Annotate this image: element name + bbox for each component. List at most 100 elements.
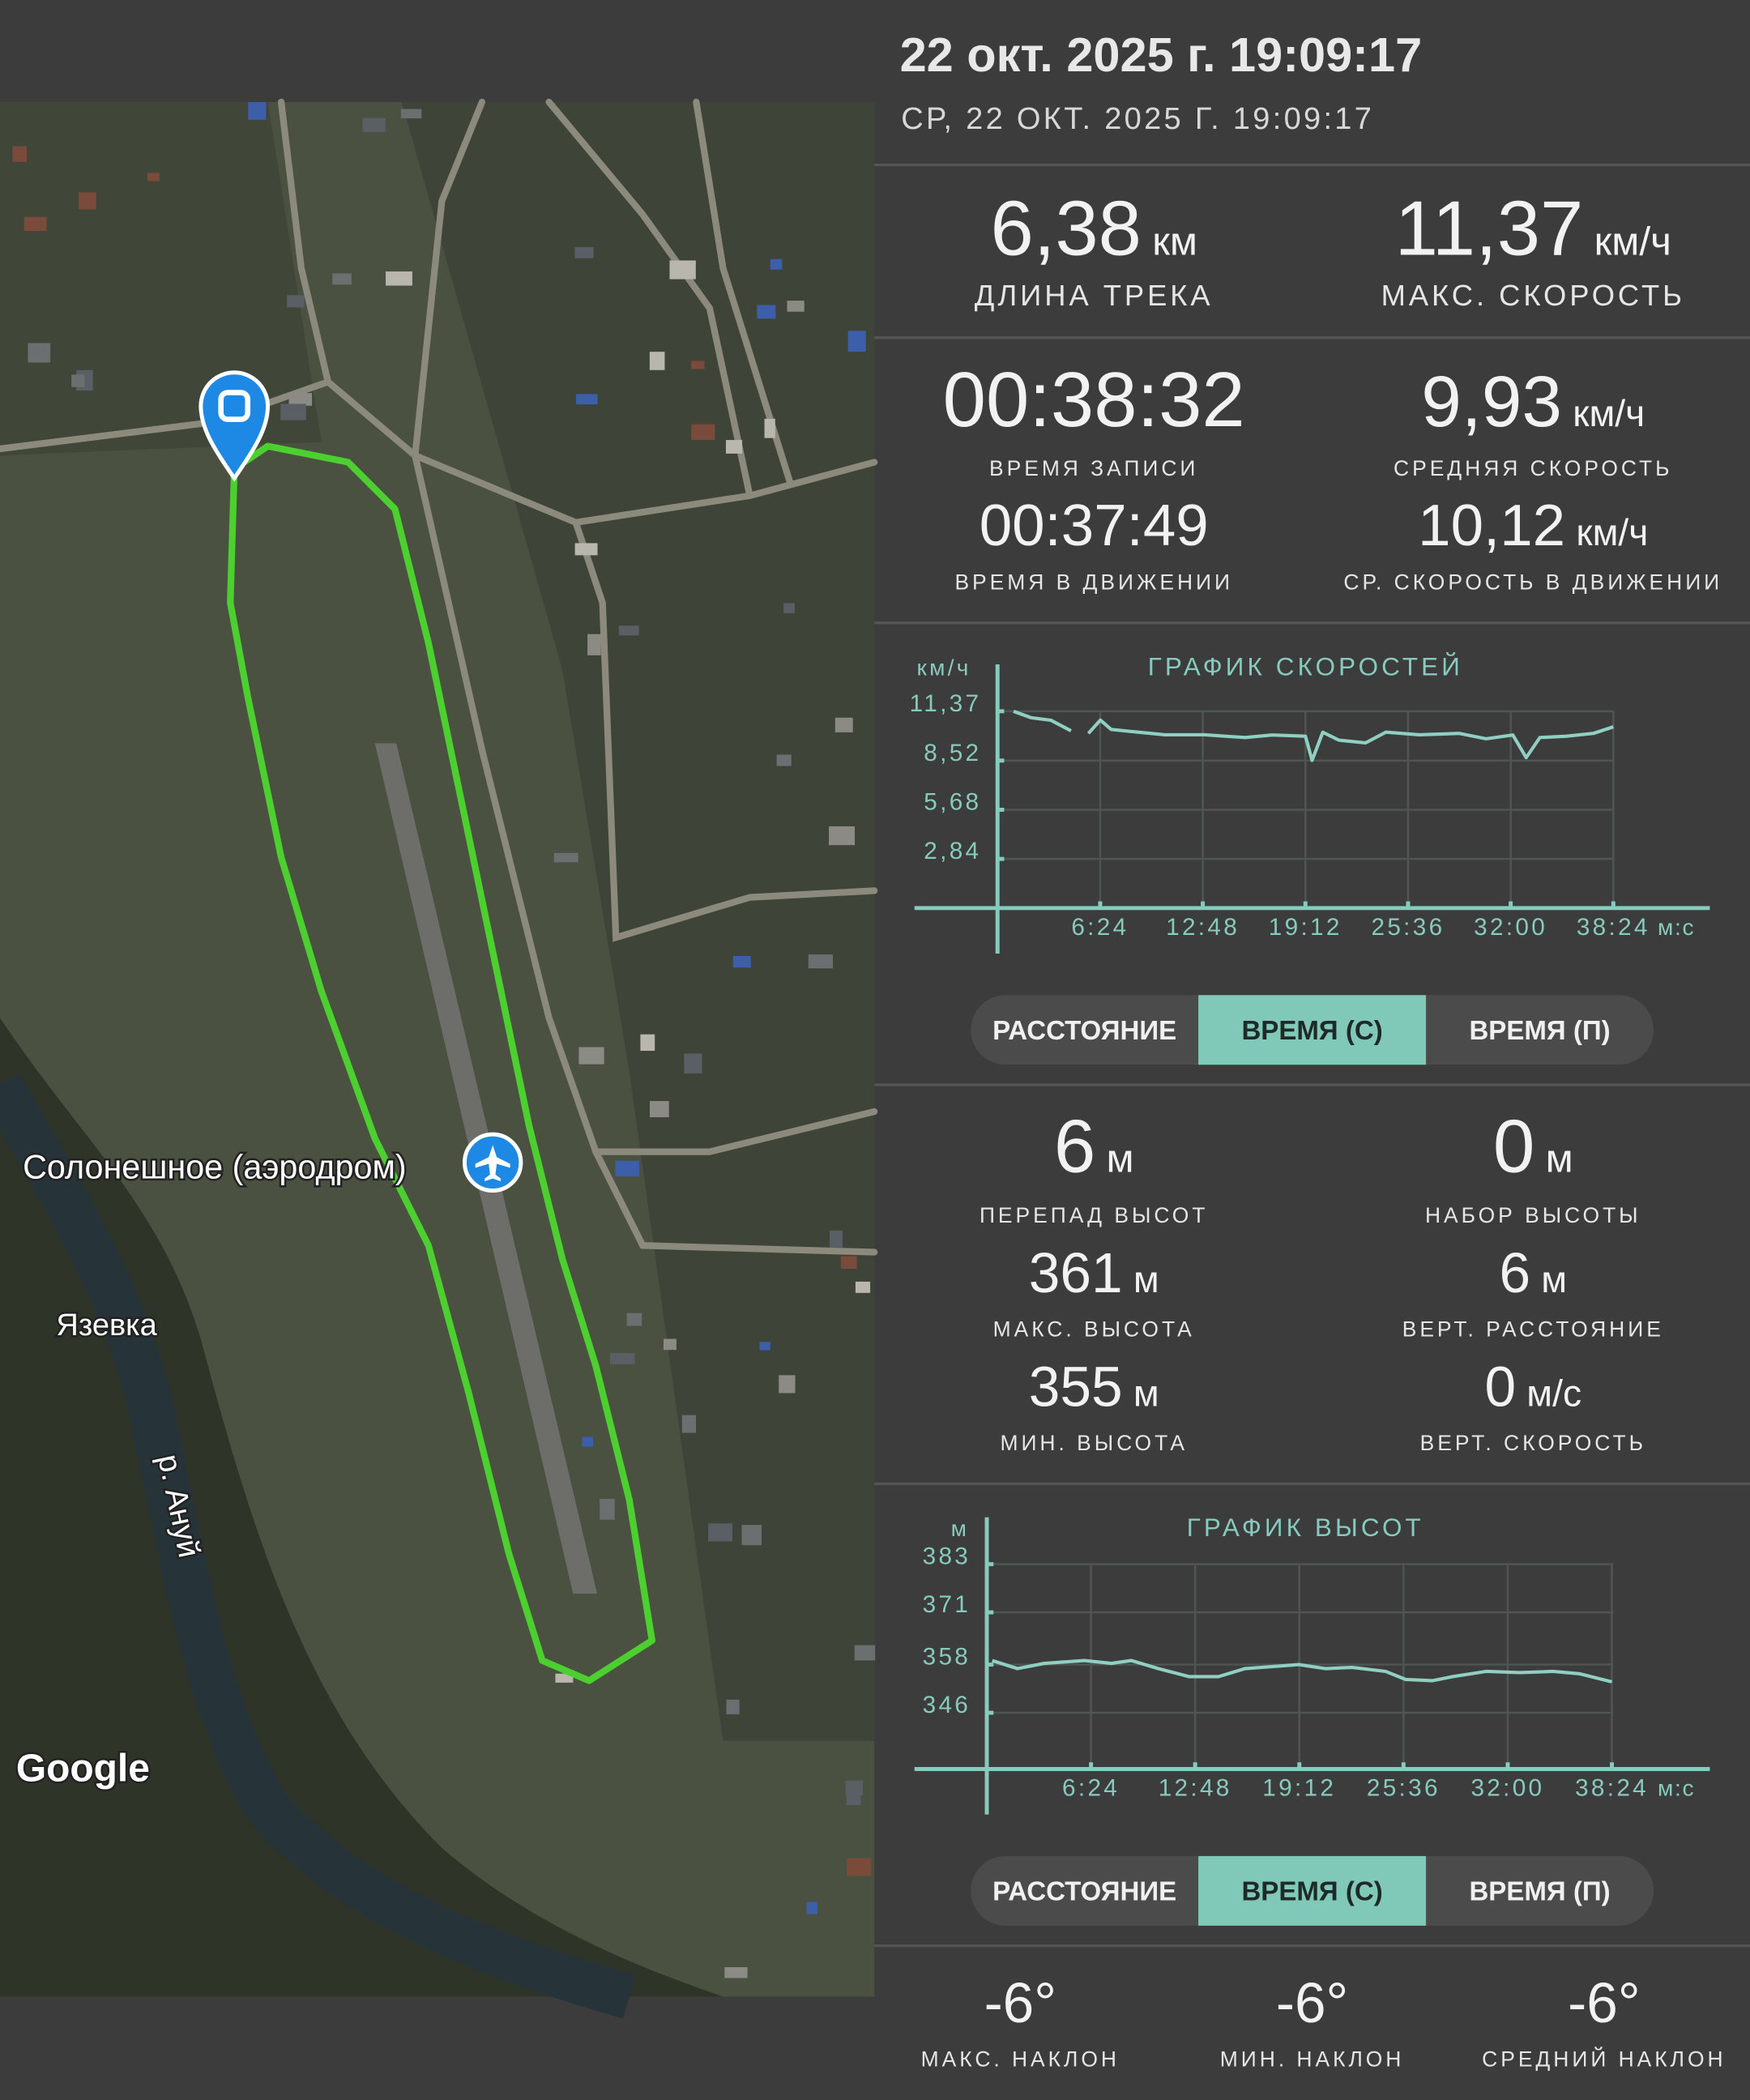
tab[interactable]: ВРЕМЯ (С) — [1241, 1876, 1382, 1906]
map-building — [287, 295, 305, 308]
x-tick-label: 32:00 — [1474, 914, 1547, 941]
tab-bar[interactable]: РАССТОЯНИЕ ВРЕМЯ (С) ВРЕМЯ (П) — [971, 995, 1654, 1065]
stat-value: 355 м — [1029, 1355, 1159, 1419]
stat-number: -6° — [984, 1971, 1056, 2034]
stat-label: СР. СКОРОСТЬ В ДВИЖЕНИИ — [1343, 570, 1722, 594]
tab[interactable]: ВРЕМЯ (П) — [1469, 1876, 1610, 1906]
map-building — [779, 1375, 796, 1394]
y-tick-label: 2,84 — [924, 838, 981, 864]
map-river — [0, 1073, 636, 2019]
map-building — [582, 1436, 594, 1447]
y-tick-label: 11,37 — [910, 690, 982, 717]
track-path — [227, 442, 655, 1684]
map-building — [248, 101, 267, 120]
separators — [874, 163, 1750, 1948]
stat-label: МАКС. ВЫСОТА — [993, 1317, 1195, 1342]
x-tick-label: 38:24 — [1575, 1775, 1649, 1802]
stat-number: 6,38 — [990, 185, 1142, 271]
map-building — [555, 1673, 574, 1683]
map-building — [288, 393, 313, 406]
stat-value: -6° — [984, 1971, 1056, 2034]
tab[interactable]: РАССТОЯНИЕ — [992, 1876, 1176, 1906]
pin-icon — [218, 390, 251, 422]
chart: ГРАФИК СКОРОСТЕЙ км/ч м:с 2,84 5,68 8,52 11,37… — [910, 651, 1710, 954]
stat-number: 0 — [1484, 1355, 1516, 1419]
map-village-area — [0, 101, 322, 456]
map-building — [28, 343, 51, 363]
map-building — [764, 418, 775, 438]
data-line — [992, 1658, 1613, 1684]
map-building — [808, 954, 834, 969]
map-building — [806, 1902, 817, 1914]
stat-number: 00:38:32 — [943, 356, 1245, 443]
stat-number: 6 — [1499, 1241, 1530, 1304]
stat-unit: км/ч — [1573, 392, 1645, 434]
map-building — [724, 1967, 748, 1978]
map-building — [840, 1256, 857, 1269]
tab-bar[interactable]: РАССТОЯНИЕ ВРЕМЯ (С) ВРЕМЯ (П) — [971, 1855, 1654, 1926]
map-building — [759, 1342, 770, 1351]
stat-value: 361 м — [1029, 1241, 1159, 1304]
tab[interactable]: ВРЕМЯ (П) — [1469, 1016, 1610, 1046]
stat-unit: м — [1107, 1135, 1134, 1180]
map-building — [726, 1699, 740, 1714]
airport-marker[interactable] — [462, 1132, 523, 1193]
stat-value: 6,38 км — [990, 185, 1197, 271]
chart: ГРАФИК ВЫСОТ м м:с 346 358 371 383 6:24 12:48 19:… — [914, 1513, 1710, 1815]
tab-selected — [1198, 995, 1427, 1065]
tab[interactable]: РАССТОЯНИЕ — [992, 1016, 1176, 1046]
stat-unit: км/ч — [1576, 511, 1648, 553]
map-building — [615, 1160, 639, 1176]
stat-number: 0 — [1493, 1103, 1534, 1188]
header-subtitle: СР, 22 ОКТ. 2025 Г. 19:09:17 — [901, 102, 1374, 136]
tab-selected — [1198, 1855, 1427, 1926]
map-building — [757, 305, 776, 319]
map-building — [847, 1858, 872, 1876]
stat-label: ВЕРТ. СКОРОСТЬ — [1420, 1431, 1646, 1455]
stat-number: 10,12 — [1418, 493, 1565, 558]
stat-number: -6° — [1276, 1971, 1348, 2034]
map-building — [846, 1795, 861, 1806]
chart-title: ГРАФИК СКОРОСТЕЙ — [1148, 651, 1463, 681]
x-tick-label: 6:24 — [1071, 914, 1129, 941]
y-unit: км/ч — [916, 655, 971, 680]
y-tick-label: 5,68 — [924, 788, 981, 815]
stat-label: ДЛИНА ТРЕКА — [975, 279, 1214, 312]
stat-number: -6° — [1568, 1971, 1640, 2034]
x-tick-label: 6:24 — [1062, 1775, 1120, 1802]
map-building — [669, 260, 696, 280]
stat-number: 6 — [1054, 1103, 1095, 1188]
map-building — [71, 374, 85, 387]
start-pin[interactable] — [198, 370, 271, 482]
map-building — [578, 1047, 604, 1065]
stat-value: -6° — [1276, 1971, 1348, 2034]
stat-unit: м/с — [1526, 1372, 1581, 1415]
map-building — [587, 634, 601, 655]
x-tick-label: 38:24 — [1577, 914, 1650, 941]
stat-unit: м — [1133, 1258, 1159, 1300]
map-building — [626, 1312, 642, 1326]
map-building — [847, 331, 866, 352]
map-building — [770, 258, 783, 270]
map-building — [618, 625, 639, 636]
stat-label: МАКС. НАКЛОН — [921, 2047, 1120, 2071]
map-building — [787, 301, 805, 312]
map-building — [600, 1498, 615, 1520]
stat-number: 11,37 — [1395, 185, 1584, 271]
stat-label: ПЕРЕПАД ВЫСОТ — [980, 1203, 1209, 1227]
tab[interactable]: ВРЕМЯ (С) — [1241, 1016, 1382, 1046]
stat-label: ВРЕМЯ В ДВИЖЕНИИ — [954, 570, 1232, 594]
map-building — [23, 216, 47, 232]
map-building — [829, 826, 856, 846]
map[interactable]: Солонешное (аэродром) Язевка р. Ануй Goo… — [0, 98, 878, 2019]
map-forest — [0, 1018, 723, 1997]
map-building — [845, 1780, 864, 1795]
stat-value: -6° — [1568, 1971, 1640, 2034]
map-attribution: Google — [16, 1747, 150, 1790]
y-tick-label: 8,52 — [924, 740, 981, 766]
airport-icon — [475, 1145, 510, 1181]
stat-number: 361 — [1029, 1241, 1123, 1304]
map-building — [574, 543, 598, 556]
map-building — [12, 146, 28, 162]
